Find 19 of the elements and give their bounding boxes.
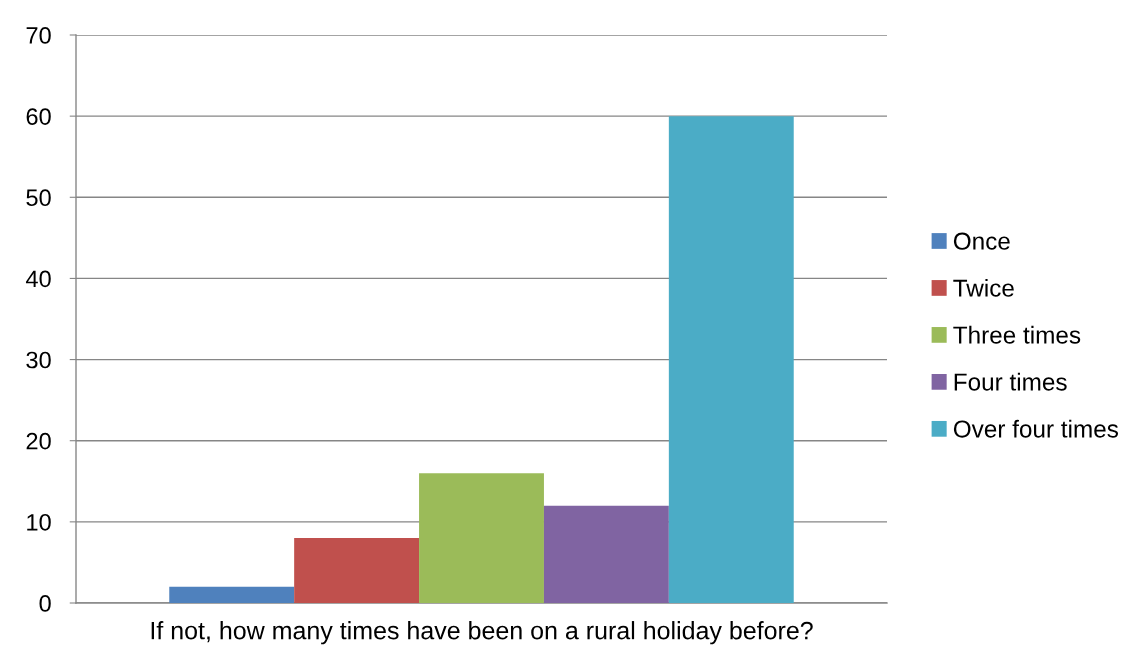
y-tick-label: 0: [39, 595, 51, 612]
y-tick-label: 30: [26, 351, 51, 369]
bar: [419, 473, 544, 603]
x-tick-label: If not, how many times have been on a rural holiday before?: [151, 621, 813, 645]
legend-label: Four times: [954, 372, 1067, 391]
y-tick-label: 10: [27, 513, 51, 531]
legend-label: Twice: [953, 278, 1014, 297]
legend-label: Over four times: [953, 419, 1118, 438]
y-tick-label: 50: [26, 189, 51, 207]
y-tick-label: 40: [25, 270, 51, 288]
bar: [169, 586, 295, 603]
y-tick-label: 20: [26, 432, 51, 450]
legend-label: Three times: [953, 325, 1081, 344]
bar: [294, 538, 420, 603]
bar: [543, 505, 669, 603]
y-tick-label: 70: [26, 27, 51, 44]
bar: [668, 116, 794, 603]
y-tick-label: 60: [26, 108, 51, 125]
legend-label: Once: [953, 232, 1010, 250]
